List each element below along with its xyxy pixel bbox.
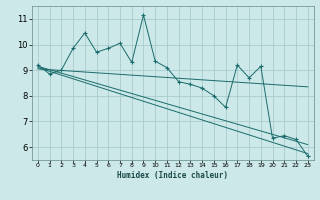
X-axis label: Humidex (Indice chaleur): Humidex (Indice chaleur) (117, 171, 228, 180)
